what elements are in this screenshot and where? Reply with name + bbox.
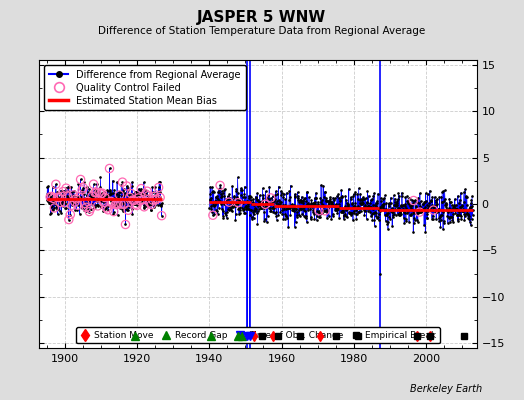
Point: [138, 197, 147, 203]
Point: [141, 191, 150, 197]
Point: [137, 185, 145, 192]
Point: [143, 188, 151, 194]
Point: [136, 198, 144, 204]
Point: [120, 201, 128, 208]
Point: [153, 196, 161, 202]
Point: [88, 193, 96, 199]
Point: [105, 165, 114, 172]
Point: [82, 204, 91, 210]
Point: [48, 193, 56, 200]
Point: [134, 195, 143, 201]
Point: [52, 181, 60, 188]
Point: [101, 194, 109, 201]
Point: [131, 201, 139, 208]
Point: [107, 198, 115, 204]
Point: [111, 201, 119, 208]
Point: [94, 203, 102, 209]
Point: [56, 199, 64, 206]
Point: [128, 197, 137, 203]
Point: [84, 198, 92, 205]
Point: [102, 205, 111, 211]
Point: [123, 183, 131, 189]
Point: [46, 194, 54, 200]
Point: [151, 196, 160, 203]
Point: [149, 197, 157, 203]
Point: [117, 201, 125, 207]
Legend: Station Move, Record Gap, Time of Obs. Change, Empirical Break: Station Move, Record Gap, Time of Obs. C…: [76, 327, 440, 344]
Point: [50, 205, 59, 211]
Point: [54, 194, 63, 201]
Point: [110, 208, 118, 215]
Point: [75, 194, 83, 200]
Point: [62, 185, 70, 191]
Point: [144, 192, 152, 199]
Point: [209, 212, 217, 218]
Point: [321, 208, 329, 214]
Point: [315, 208, 323, 214]
Point: [267, 195, 275, 201]
Point: [95, 189, 103, 196]
Point: [114, 201, 123, 207]
Point: [77, 176, 85, 183]
Point: [58, 193, 66, 200]
Point: [90, 181, 98, 187]
Point: [416, 209, 424, 215]
Point: [59, 188, 67, 195]
Point: [261, 201, 269, 208]
Point: [118, 179, 127, 185]
Point: [96, 191, 105, 197]
Point: [156, 194, 165, 201]
Point: [85, 208, 93, 215]
Point: [63, 193, 72, 199]
Point: [150, 193, 159, 200]
Point: [64, 216, 73, 223]
Point: [130, 197, 138, 204]
Point: [225, 199, 233, 205]
Point: [216, 182, 224, 189]
Point: [124, 207, 133, 214]
Text: Difference of Station Temperature Data from Regional Average: Difference of Station Temperature Data f…: [99, 26, 425, 36]
Point: [157, 212, 166, 219]
Point: [104, 206, 112, 213]
Point: [113, 201, 121, 207]
Point: [66, 211, 74, 218]
Point: [126, 194, 134, 200]
Point: [69, 192, 78, 198]
Point: [147, 201, 156, 208]
Point: [86, 206, 95, 212]
Point: [100, 199, 108, 206]
Point: [78, 187, 86, 193]
Point: [133, 202, 141, 209]
Point: [409, 197, 418, 204]
Point: [98, 190, 106, 196]
Point: [72, 196, 80, 202]
Text: Berkeley Earth: Berkeley Earth: [410, 384, 482, 394]
Point: [146, 200, 154, 206]
Point: [53, 194, 62, 200]
Point: [429, 207, 438, 213]
Point: [68, 202, 76, 208]
Point: [140, 204, 148, 210]
Point: [108, 200, 116, 206]
Point: [49, 195, 57, 202]
Point: [91, 190, 99, 196]
Point: [92, 189, 101, 196]
Point: [115, 192, 124, 198]
Point: [71, 199, 79, 205]
Text: JASPER 5 WNW: JASPER 5 WNW: [198, 10, 326, 25]
Point: [79, 185, 88, 191]
Point: [81, 200, 89, 206]
Point: [155, 184, 163, 191]
Point: [127, 190, 135, 197]
Point: [73, 202, 82, 208]
Point: [234, 200, 243, 206]
Point: [121, 221, 129, 228]
Point: [60, 200, 69, 206]
